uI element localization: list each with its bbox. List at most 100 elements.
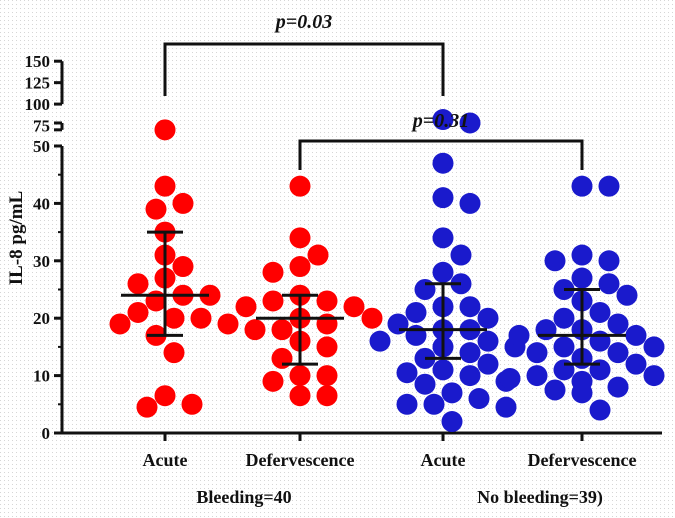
data-point: [414, 373, 436, 395]
data-point: [316, 365, 338, 387]
data-point: [598, 273, 620, 295]
data-point: [607, 376, 629, 398]
data-point: [127, 273, 149, 295]
data-point: [289, 227, 311, 249]
y-tick-label: 0: [42, 424, 51, 443]
data-point: [316, 385, 338, 407]
data-point: [598, 175, 620, 197]
data-point: [262, 370, 284, 392]
group-label: Bleeding=40: [196, 487, 291, 507]
data-point: [154, 119, 176, 141]
data-point: [495, 396, 517, 418]
group-label: No bleeding=39): [477, 487, 603, 508]
data-point: [145, 198, 167, 220]
data-point: [145, 290, 167, 312]
data-point: [571, 244, 593, 266]
y-tick-label: 150: [25, 52, 51, 71]
x-category-label: Defervescence: [528, 450, 637, 470]
data-point: [172, 256, 194, 278]
data-point: [477, 330, 499, 352]
y-tick-label: 10: [33, 367, 50, 386]
data-point: [459, 112, 481, 134]
data-point: [544, 250, 566, 272]
data-point: [289, 365, 311, 387]
data-point: [217, 313, 239, 335]
data-point: [181, 393, 203, 415]
data-point: [432, 227, 454, 249]
data-point: [163, 342, 185, 364]
y-tick-label: 75: [33, 117, 50, 136]
data-point: [396, 362, 418, 384]
y-axis-title: IL-8 pg/mL: [6, 191, 27, 286]
data-point: [459, 192, 481, 214]
data-point: [459, 296, 481, 318]
data-point: [477, 353, 499, 375]
data-point: [163, 307, 185, 329]
x-category-label: Defervescence: [246, 450, 355, 470]
data-point: [607, 313, 629, 335]
data-point: [459, 342, 481, 364]
data-point: [499, 367, 521, 389]
data-point: [289, 256, 311, 278]
data-point: [553, 307, 575, 329]
data-point: [432, 109, 454, 131]
data-point: [477, 307, 499, 329]
data-point: [405, 301, 427, 323]
data-point: [643, 336, 665, 358]
data-point: [643, 365, 665, 387]
data-point: [441, 411, 463, 433]
data-point: [361, 307, 383, 329]
data-point: [190, 307, 212, 329]
data-point: [109, 313, 131, 335]
data-point: [432, 261, 454, 283]
data-point: [262, 290, 284, 312]
data-point: [423, 393, 445, 415]
data-point: [154, 175, 176, 197]
data-point: [589, 359, 611, 381]
x-category-label: Acute: [143, 450, 188, 470]
data-point: [405, 324, 427, 346]
data-point: [316, 290, 338, 312]
data-point: [589, 301, 611, 323]
data-point: [526, 342, 548, 364]
data-point: [589, 330, 611, 352]
significance-bracket: [298, 139, 584, 170]
data-point: [244, 319, 266, 341]
data-point: [589, 399, 611, 421]
data-point: [369, 330, 391, 352]
data-point: [136, 396, 158, 418]
p-value-label: p=0.03: [274, 11, 332, 33]
data-point: [508, 324, 530, 346]
data-point: [625, 324, 647, 346]
data-point: [553, 359, 575, 381]
data-point: [571, 175, 593, 197]
data-point: [432, 187, 454, 209]
data-point: [289, 385, 311, 407]
data-point: [625, 353, 647, 375]
data-point: [307, 244, 329, 266]
data-point: [387, 313, 409, 335]
data-point: [571, 382, 593, 404]
data-point: [289, 175, 311, 197]
data-point: [535, 319, 557, 341]
data-point: [271, 319, 293, 341]
x-category-label: Acute: [421, 450, 466, 470]
data-point: [544, 379, 566, 401]
data-point: [396, 393, 418, 415]
data-point: [127, 301, 149, 323]
data-point: [199, 284, 221, 306]
data-point: [343, 296, 365, 318]
y-tick-label: 50: [33, 137, 50, 156]
data-point: [414, 279, 436, 300]
p-value-label: p=0.31: [411, 110, 469, 132]
data-point: [553, 336, 575, 358]
data-point: [526, 365, 548, 387]
data-point: [432, 152, 454, 174]
data-point: [316, 336, 338, 358]
y-tick-label: 40: [33, 194, 50, 213]
data-point: [172, 192, 194, 214]
significance-bracket: [163, 42, 445, 96]
y-tick-label: 30: [33, 252, 50, 271]
